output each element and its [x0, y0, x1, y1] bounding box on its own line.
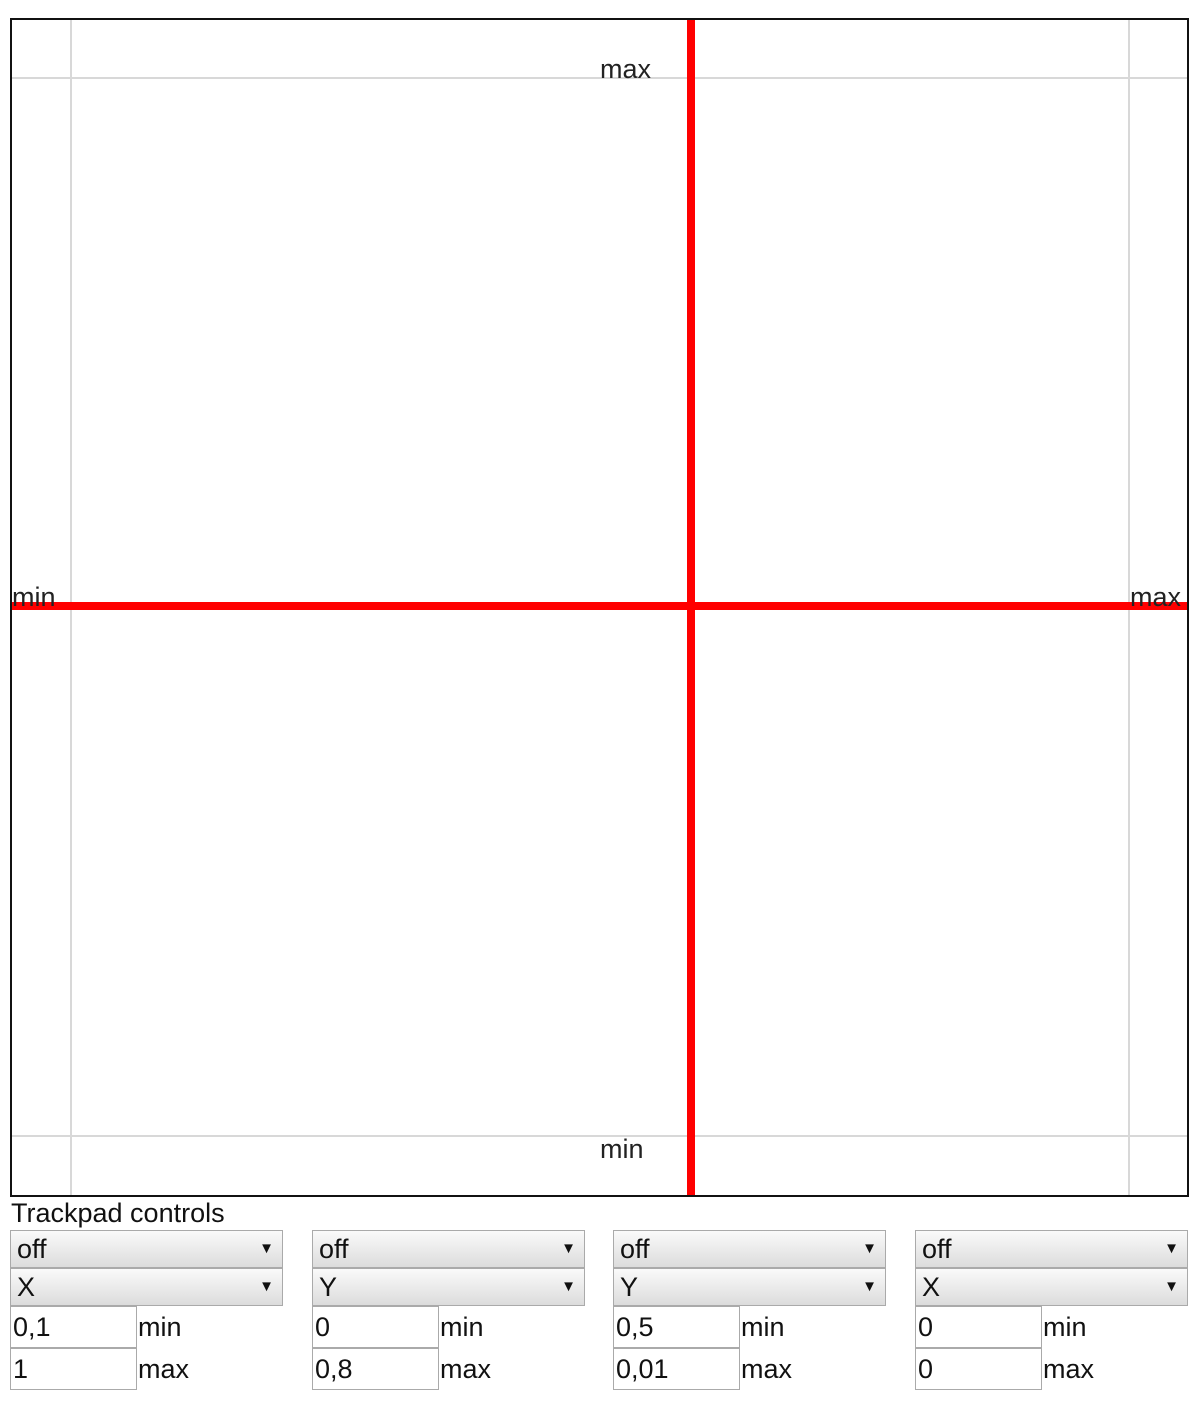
label-right-max: max: [1130, 582, 1182, 612]
gridline-top: [12, 77, 1187, 79]
trackpad[interactable]: max min min max: [10, 18, 1189, 1197]
mode-select-2[interactable]: off ▼: [312, 1230, 585, 1268]
max-label: max: [1043, 1354, 1095, 1384]
dropdown-arrow-icon: ▼: [862, 1278, 877, 1295]
min-input-2[interactable]: [312, 1306, 439, 1348]
max-input-2[interactable]: [312, 1348, 439, 1390]
mode-select-1[interactable]: off ▼: [10, 1230, 283, 1268]
control-group-1: off ▼ X ▼ min max: [10, 1230, 283, 1390]
dropdown-arrow-icon: ▼: [1164, 1278, 1179, 1295]
axis-select-value: X: [922, 1272, 941, 1302]
label-bottom-min: min: [600, 1134, 644, 1164]
dropdown-arrow-icon: ▼: [561, 1240, 576, 1257]
max-row-1: max: [10, 1348, 283, 1390]
axis-select-value: Y: [319, 1272, 338, 1302]
min-row-1: min: [10, 1306, 283, 1348]
label-top-max: max: [600, 54, 652, 84]
dropdown-arrow-icon: ▼: [259, 1278, 274, 1295]
min-row-2: min: [312, 1306, 585, 1348]
max-input-4[interactable]: [915, 1348, 1042, 1390]
mode-select-value: off: [922, 1234, 952, 1264]
max-label: max: [741, 1354, 793, 1384]
dropdown-arrow-icon: ▼: [259, 1240, 274, 1257]
dropdown-arrow-icon: ▼: [862, 1240, 877, 1257]
max-row-2: max: [312, 1348, 585, 1390]
axis-select-3[interactable]: Y ▼: [613, 1268, 886, 1306]
min-input-3[interactable]: [613, 1306, 740, 1348]
min-row-4: min: [915, 1306, 1188, 1348]
min-label: min: [440, 1312, 484, 1342]
mode-select-value: off: [620, 1234, 650, 1264]
max-input-3[interactable]: [613, 1348, 740, 1390]
mode-select-3[interactable]: off ▼: [613, 1230, 886, 1268]
mode-select-4[interactable]: off ▼: [915, 1230, 1188, 1268]
max-label: max: [440, 1354, 492, 1384]
min-label: min: [1043, 1312, 1087, 1342]
min-label: min: [741, 1312, 785, 1342]
min-label: min: [138, 1312, 182, 1342]
gridline-bottom: [12, 1135, 1187, 1137]
dropdown-arrow-icon: ▼: [561, 1278, 576, 1295]
axis-select-value: Y: [620, 1272, 639, 1302]
dropdown-arrow-icon: ▼: [1164, 1240, 1179, 1257]
min-row-3: min: [613, 1306, 886, 1348]
min-input-4[interactable]: [915, 1306, 1042, 1348]
min-input-1[interactable]: [10, 1306, 137, 1348]
control-group-2: off ▼ Y ▼ min max: [312, 1230, 585, 1390]
max-label: max: [138, 1354, 190, 1384]
label-left-min: min: [12, 582, 56, 612]
mode-select-value: off: [17, 1234, 47, 1264]
max-row-3: max: [613, 1348, 886, 1390]
control-group-4: off ▼ X ▼ min max: [915, 1230, 1188, 1390]
max-input-1[interactable]: [10, 1348, 137, 1390]
axis-select-value: X: [17, 1272, 36, 1302]
mode-select-value: off: [319, 1234, 349, 1264]
axis-select-2[interactable]: Y ▼: [312, 1268, 585, 1306]
axis-select-4[interactable]: X ▼: [915, 1268, 1188, 1306]
controls-title: Trackpad controls: [11, 1198, 225, 1228]
crosshair-horizontal: [12, 602, 1187, 610]
axis-select-1[interactable]: X ▼: [10, 1268, 283, 1306]
control-group-3: off ▼ Y ▼ min max: [613, 1230, 886, 1390]
max-row-4: max: [915, 1348, 1188, 1390]
